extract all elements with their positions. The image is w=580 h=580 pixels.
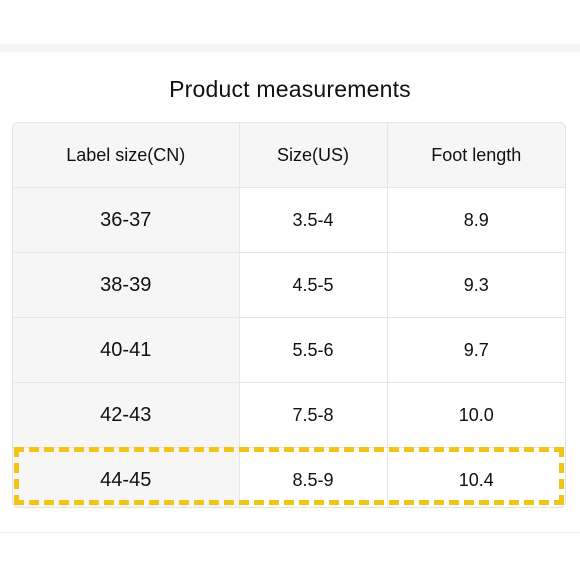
column-header-us-size: Size(US) xyxy=(239,123,388,188)
cell-foot-length: 9.3 xyxy=(387,252,565,318)
cell-us-size: 7.5-8 xyxy=(239,382,388,448)
cell-foot-length: 8.9 xyxy=(387,187,565,253)
cell-label-size: 36-37 xyxy=(13,187,240,253)
page-title: Product measurements xyxy=(169,76,411,102)
measurements-table: Label size(CN) Size(US) Foot length 36-3… xyxy=(12,122,566,508)
table-header-row: Label size(CN) Size(US) Foot length xyxy=(13,123,565,188)
cell-foot-length: 9.7 xyxy=(387,317,565,383)
top-divider xyxy=(0,44,580,52)
cell-us-size: 8.5-9 xyxy=(239,447,388,507)
column-header-label-size: Label size(CN) xyxy=(13,123,240,188)
cell-label-size: 42-43 xyxy=(13,382,240,448)
bottom-divider xyxy=(0,532,580,580)
table-row: 36-37 3.5-4 8.9 xyxy=(13,187,565,253)
table-row: 40-41 5.5-6 9.7 xyxy=(13,317,565,383)
cell-us-size: 4.5-5 xyxy=(239,252,388,318)
table-row-highlighted: 44-45 8.5-9 10.4 xyxy=(13,447,565,507)
cell-label-size: 40-41 xyxy=(13,317,240,383)
table-row: 38-39 4.5-5 9.3 xyxy=(13,252,565,318)
cell-us-size: 5.5-6 xyxy=(239,317,388,383)
cell-label-size: 44-45 xyxy=(13,447,240,507)
cell-foot-length: 10.0 xyxy=(387,382,565,448)
cell-label-size: 38-39 xyxy=(13,252,240,318)
cell-foot-length: 10.4 xyxy=(458,469,494,490)
cell-us-size: 3.5-4 xyxy=(239,187,388,253)
top-band xyxy=(0,0,580,52)
size-table: Label size(CN) Size(US) Foot length 36-3… xyxy=(13,123,565,507)
table-row: 42-43 7.5-8 10.0 xyxy=(13,382,565,448)
column-header-foot-length: Foot length xyxy=(387,123,565,188)
